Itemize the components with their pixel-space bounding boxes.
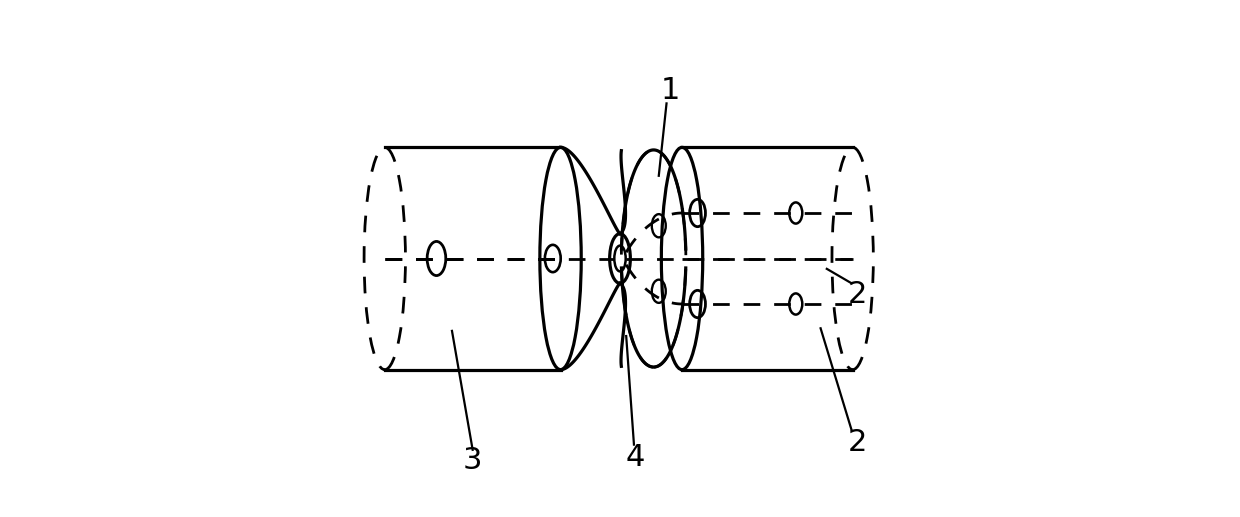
Text: 3: 3 xyxy=(463,446,482,475)
Text: 2: 2 xyxy=(848,280,868,309)
Text: 1: 1 xyxy=(661,76,681,105)
Text: 2: 2 xyxy=(848,428,868,457)
Text: 4: 4 xyxy=(626,443,645,472)
